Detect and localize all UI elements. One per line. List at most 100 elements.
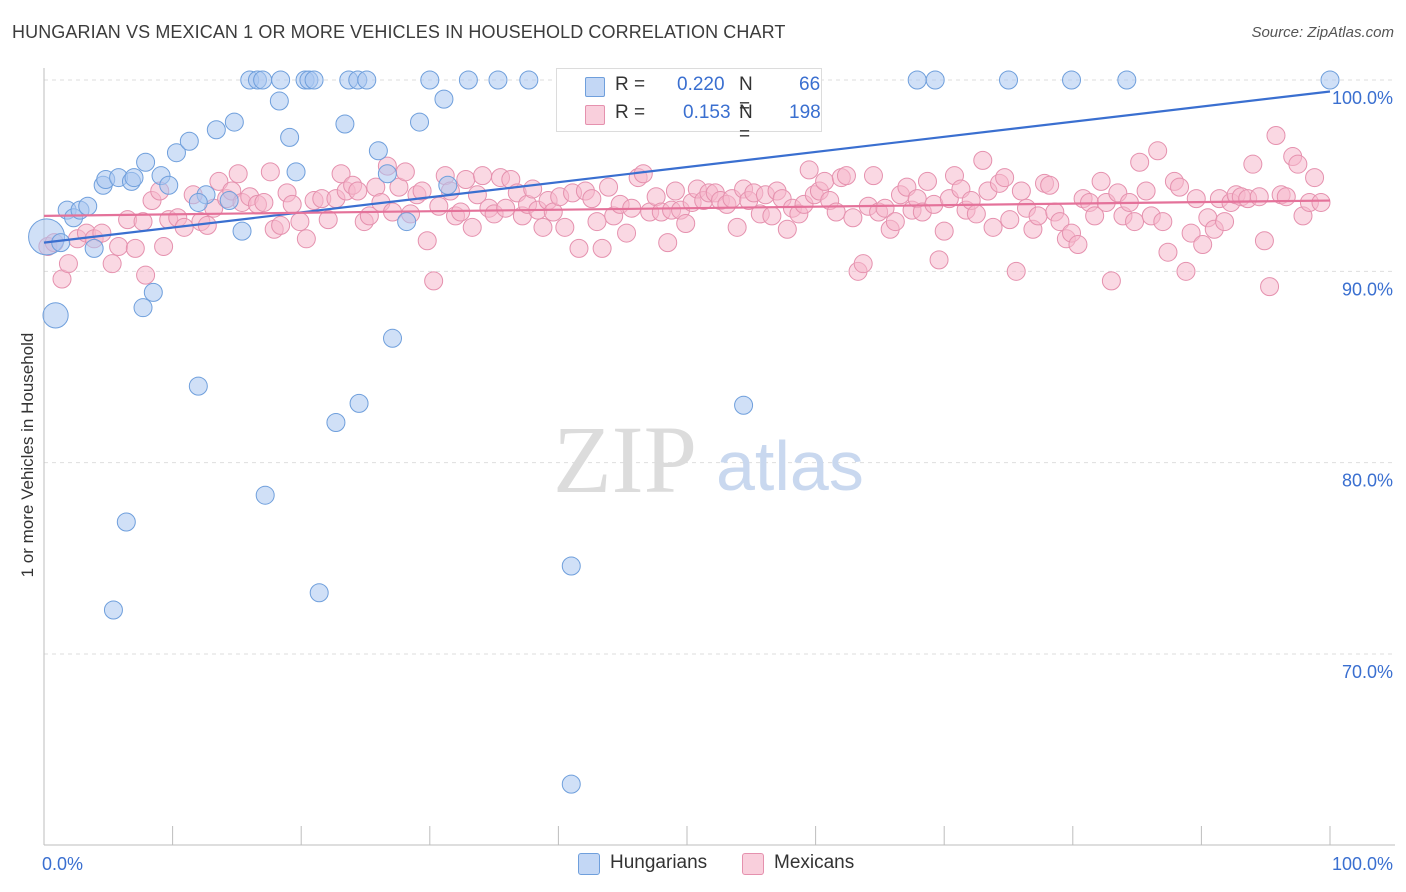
y-tick-label: 80.0% — [1342, 471, 1393, 491]
data-point — [999, 70, 1018, 90]
data-point — [206, 120, 226, 140]
data-point — [209, 171, 229, 191]
data-point — [1148, 141, 1168, 161]
legend-n-value: 66 — [799, 74, 821, 95]
data-point — [224, 112, 244, 132]
data-point — [665, 181, 685, 201]
legend-swatch-hungarians — [578, 853, 600, 875]
data-point — [488, 70, 508, 90]
data-point — [304, 70, 324, 90]
legend-label-mexicans: Mexicans — [774, 852, 855, 873]
data-point — [777, 219, 797, 239]
data-point — [587, 212, 607, 232]
data-point — [1243, 154, 1263, 174]
legend-r-label: R = — [615, 74, 646, 95]
data-point — [116, 512, 136, 532]
data-point — [1305, 168, 1325, 188]
data-point — [254, 192, 274, 212]
data-point — [617, 223, 637, 243]
data-point — [125, 238, 145, 258]
data-point — [133, 298, 153, 318]
data-point — [569, 238, 589, 258]
legend-n-value: 198 — [789, 102, 821, 123]
data-point — [349, 393, 369, 413]
data-point — [255, 485, 275, 505]
data-point — [799, 160, 819, 180]
data-point — [269, 91, 289, 111]
data-point — [561, 556, 581, 576]
data-point — [995, 168, 1015, 188]
x-tick-label: 100.0% — [1332, 854, 1393, 874]
legend-swatch-mexicans — [585, 105, 605, 125]
data-point — [395, 162, 415, 182]
data-point — [290, 212, 310, 232]
data-point — [1101, 271, 1121, 291]
data-point — [368, 141, 388, 161]
data-point — [397, 212, 417, 232]
legend-r-label: R = — [615, 102, 646, 123]
data-point — [1249, 187, 1269, 207]
trend-line-hungarians — [43, 90, 1331, 244]
data-point — [853, 254, 873, 274]
data-point — [136, 152, 156, 172]
data-point — [179, 131, 199, 151]
data-point — [1254, 231, 1274, 251]
data-point — [907, 70, 927, 90]
series-mexicans — [38, 125, 1331, 297]
data-point — [1311, 192, 1331, 212]
data-point — [1062, 70, 1082, 90]
data-point — [473, 166, 493, 186]
data-point — [1000, 210, 1020, 230]
data-point — [309, 583, 329, 603]
data-point — [377, 164, 397, 184]
data-point — [1085, 206, 1105, 226]
data-point — [519, 70, 539, 90]
source-label: Source: ZipAtlas.com — [1251, 24, 1394, 41]
data-point — [582, 189, 602, 209]
y-tick-label: 100.0% — [1332, 88, 1393, 108]
data-point — [1091, 171, 1111, 191]
data-point — [438, 175, 458, 195]
data-point — [348, 181, 368, 201]
data-point — [188, 192, 208, 212]
data-point — [533, 217, 553, 237]
data-point — [103, 600, 123, 620]
grid-lines — [44, 79, 1395, 655]
data-point — [1011, 181, 1031, 201]
data-point — [58, 254, 78, 274]
data-point — [412, 181, 432, 201]
watermark-atlas: atlas — [716, 427, 864, 505]
watermark-zip: ZIP — [553, 406, 697, 513]
data-point — [863, 166, 883, 186]
data-point — [458, 70, 478, 90]
data-point — [1215, 212, 1235, 232]
data-point — [51, 233, 71, 253]
data-point — [762, 206, 782, 226]
data-point — [885, 212, 905, 232]
data-point — [1068, 235, 1088, 255]
data-point — [1276, 187, 1296, 207]
data-point — [1186, 189, 1206, 209]
data-point — [925, 70, 945, 90]
data-point — [1153, 212, 1173, 232]
data-point — [1006, 261, 1026, 281]
legend-r-value: 0.153 — [683, 102, 731, 123]
data-point — [280, 127, 300, 147]
data-point — [260, 162, 280, 182]
data-point — [599, 177, 619, 197]
y-tick-label: 90.0% — [1342, 279, 1393, 299]
trend-line-mexicans — [43, 199, 1331, 217]
data-point — [1158, 242, 1178, 262]
data-point — [434, 89, 454, 109]
data-point — [253, 70, 273, 90]
data-point — [1181, 223, 1201, 243]
data-point — [286, 162, 306, 182]
data-point — [929, 250, 949, 270]
data-point — [159, 175, 179, 195]
legend-r-value: 0.220 — [677, 74, 725, 95]
trend-lines — [43, 90, 1331, 244]
y-tick-label: 70.0% — [1342, 662, 1393, 682]
data-point — [136, 265, 156, 285]
data-point — [875, 198, 895, 218]
